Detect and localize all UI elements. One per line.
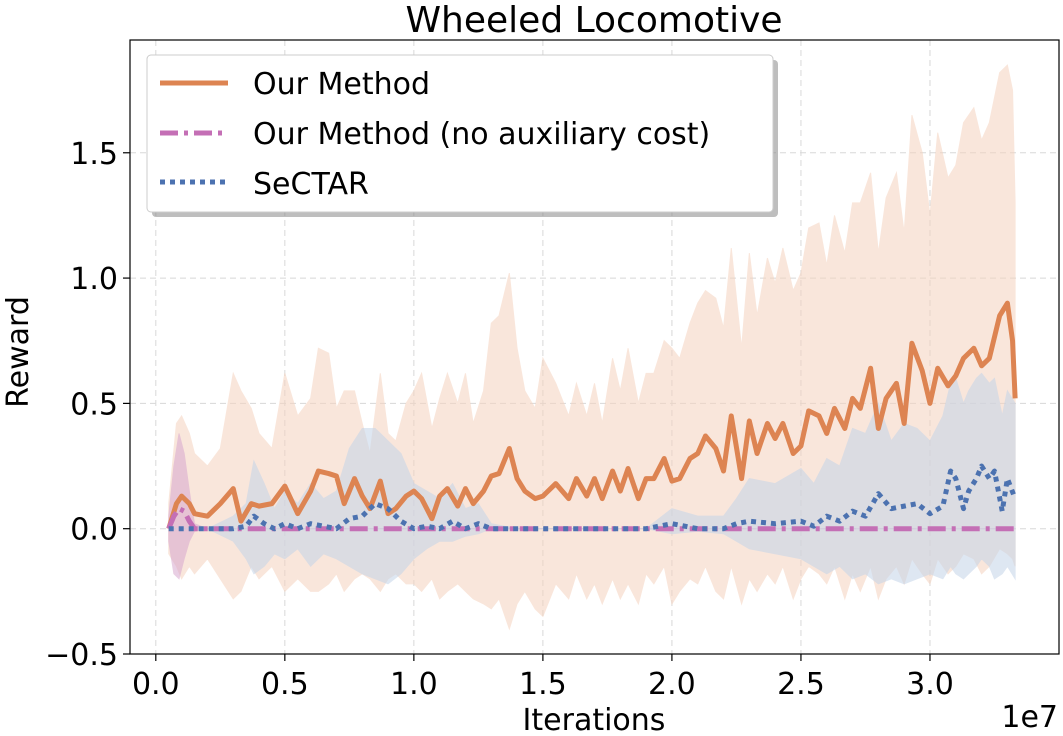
x-tick-label: 2.0: [648, 667, 696, 702]
y-tick-label: −0.5: [45, 638, 118, 673]
x-tick-label: 3.0: [906, 667, 954, 702]
x-axis-offset-label: 1e7: [1001, 700, 1058, 735]
y-tick-label: 0.5: [70, 387, 118, 422]
x-tick-label: 2.5: [777, 667, 825, 702]
x-tick-label: 1.0: [390, 667, 438, 702]
x-tick-label: 0.5: [261, 667, 309, 702]
legend-label-our-method: Our Method: [253, 67, 430, 102]
plot-area-frame: [129, 39, 1060, 655]
y-axis-label: Reward: [1, 296, 36, 408]
x-tick-label: 0.0: [132, 667, 180, 702]
line-sectar: [168, 463, 1018, 532]
line-our-method: [166, 300, 1018, 530]
legend: Our Method Our Method (no auxiliary cost…: [146, 54, 778, 217]
series-lines: [166, 300, 1018, 532]
legend-label-sectar: SeCTAR: [253, 167, 369, 202]
legend-label-our-method-no-aux: Our Method (no auxiliary cost): [253, 117, 710, 152]
y-tick-label: 1.0: [70, 262, 118, 297]
legend-box: [146, 54, 774, 213]
y-tick-label: 0.0: [70, 513, 118, 548]
x-axis-label: Iterations: [523, 703, 666, 736]
chart-title: Wheeled Locomotive: [405, 0, 782, 41]
ticks: 0.0 0.5 1.0 1.5 2.0 2.5 3.0 −0.5 0.0 0.5 1.0 1.5: [45, 137, 954, 702]
axes: [129, 39, 1060, 655]
y-tick-label: 1.5: [70, 137, 118, 172]
x-tick-label: 1.5: [519, 667, 567, 702]
